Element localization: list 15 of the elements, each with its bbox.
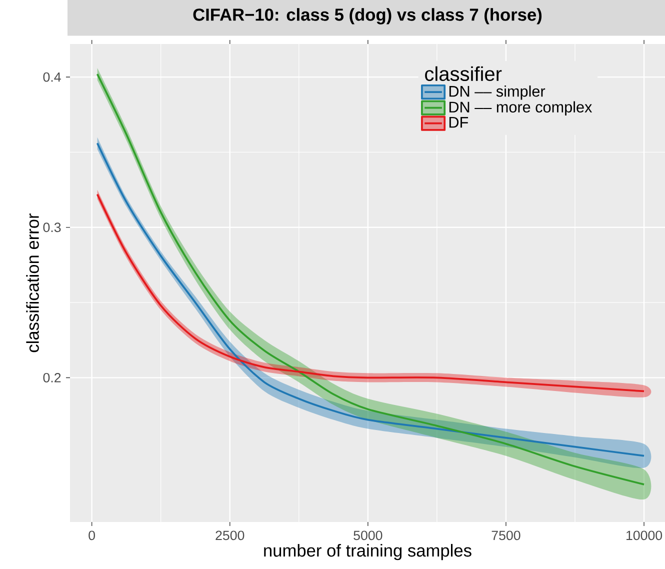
- legend-label: DF: [449, 117, 468, 128]
- y-tick-label: 0.3: [43, 222, 61, 232]
- legend-label: DN –– more complex: [449, 101, 592, 116]
- y-axis-title: classification error: [26, 213, 39, 352]
- x-tick-label: 10000: [626, 530, 662, 540]
- x-tick-label: 2500: [216, 530, 244, 540]
- x-axis-title: number of training samples: [264, 544, 472, 560]
- x-tick-label: 5000: [354, 530, 382, 540]
- x-tick-label: 0: [88, 530, 96, 540]
- x-tick-label: 7500: [492, 530, 520, 540]
- legend-title: classifier: [425, 66, 502, 82]
- y-tick-label: 0.4: [43, 72, 61, 82]
- y-tick-label: 0.2: [43, 372, 61, 382]
- chart-title: CIFAR−10: class 5 (dog) vs class 7 (horse): [193, 8, 542, 24]
- legend-label: DN –– simpler: [449, 85, 546, 100]
